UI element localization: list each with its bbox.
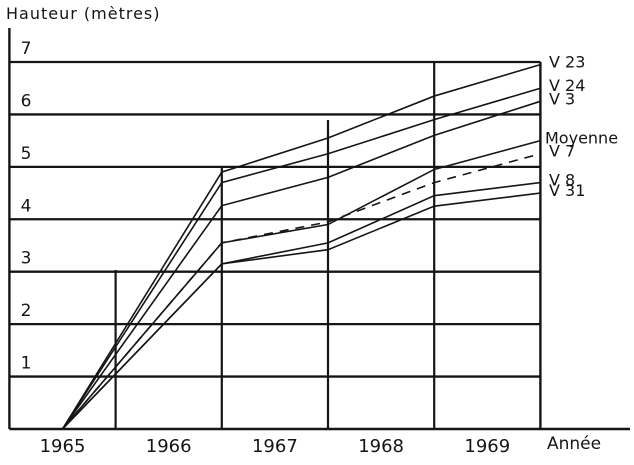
x-tick-1966: 1966: [146, 436, 192, 457]
y-tick-4: 4: [21, 196, 32, 216]
x-tick-1969: 1969: [464, 436, 510, 457]
series-line-v-23: [61, 63, 541, 430]
y-tick-3: 3: [21, 249, 32, 269]
series-line-v-3: [61, 100, 541, 430]
series-line-v-31: [61, 192, 541, 430]
y-axis-title: Hauteur (mètres): [6, 4, 161, 23]
y-tick-1: 1: [21, 354, 32, 374]
y-tick-7: 7: [21, 39, 32, 59]
y-tick-5: 5: [21, 144, 32, 164]
series-label-v-7: V 7: [549, 142, 575, 161]
y-tick-2: 2: [21, 301, 32, 321]
y-tick-6: 6: [21, 91, 32, 111]
x-tick-1965: 1965: [40, 436, 86, 457]
series-label-v-23: V 23: [549, 53, 585, 72]
series-label-moyenne: Moyenne: [545, 129, 618, 148]
x-axis-title: Année: [547, 434, 601, 454]
x-tick-1967: 1967: [252, 436, 298, 457]
series-line-v-7: [61, 152, 541, 430]
series-label-v-31: V 31: [549, 181, 585, 200]
series-label-v-24: V 24: [549, 76, 585, 95]
series-label-v-3: V 3: [549, 89, 575, 108]
x-tick-1968: 1968: [358, 436, 404, 457]
series-line-v-24: [61, 87, 541, 430]
series-label-v-8: V 8: [549, 171, 575, 190]
